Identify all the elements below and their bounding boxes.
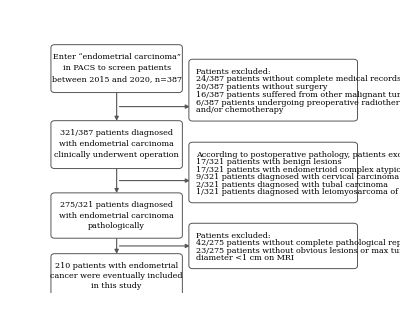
Text: Patients excluded:: Patients excluded: (196, 232, 271, 240)
Text: According to postoperative pathology, patients excluded:: According to postoperative pathology, pa… (196, 151, 400, 159)
Text: 210 patients with endometrial: 210 patients with endometrial (55, 262, 178, 270)
Text: Enter “endometrial carcinoma”: Enter “endometrial carcinoma” (53, 53, 180, 62)
Text: 321/387 patients diagnosed: 321/387 patients diagnosed (60, 129, 173, 138)
Text: diameter <1 cm on MRI: diameter <1 cm on MRI (196, 254, 294, 262)
Text: clinically underwent operation: clinically underwent operation (54, 151, 179, 159)
Text: in PACS to screen patients: in PACS to screen patients (62, 64, 171, 72)
FancyBboxPatch shape (51, 254, 182, 299)
Text: 20/387 patients without surgery: 20/387 patients without surgery (196, 83, 328, 91)
Text: 17/321 patients with benign lesions: 17/321 patients with benign lesions (196, 158, 342, 166)
Text: between 2015 and 2020, n=387: between 2015 and 2020, n=387 (52, 75, 182, 83)
FancyBboxPatch shape (51, 121, 182, 168)
Text: 16/387 patients suffered from other malignant tumors: 16/387 patients suffered from other mali… (196, 91, 400, 99)
FancyBboxPatch shape (189, 223, 358, 268)
FancyBboxPatch shape (189, 142, 358, 203)
Text: 24/387 patients without complete medical records: 24/387 patients without complete medical… (196, 75, 400, 83)
Text: 23/275 patients without obvious lesions or max tumor: 23/275 patients without obvious lesions … (196, 247, 400, 255)
Text: 275/321 patients diagnosed: 275/321 patients diagnosed (60, 201, 173, 210)
FancyBboxPatch shape (51, 193, 182, 238)
Text: 9/321 patients diagnosed with cervical carcinoma: 9/321 patients diagnosed with cervical c… (196, 173, 400, 181)
Text: 17/321 patients with endometrioid complex atypical hyperplasia: 17/321 patients with endometrioid comple… (196, 166, 400, 174)
Text: pathologically: pathologically (88, 221, 145, 230)
Text: and/or chemotherapy: and/or chemotherapy (196, 107, 284, 114)
Text: with endometrial carcinoma: with endometrial carcinoma (59, 212, 174, 219)
Text: in this study: in this study (92, 282, 142, 291)
Text: Patients excluded:: Patients excluded: (196, 68, 271, 76)
Text: 42/275 patients without complete pathological reports: 42/275 patients without complete patholo… (196, 239, 400, 247)
Text: 1/321 patients diagnosed with leiomyosarcoma of uterus: 1/321 patients diagnosed with leiomyosar… (196, 188, 400, 196)
Text: with endometrial carcinoma: with endometrial carcinoma (59, 140, 174, 148)
Text: 2/321 patients diagnosed with tubal carcinoma: 2/321 patients diagnosed with tubal carc… (196, 181, 388, 189)
FancyBboxPatch shape (51, 45, 182, 92)
Text: cancer were eventually included: cancer were eventually included (50, 272, 183, 280)
FancyBboxPatch shape (189, 59, 358, 121)
Text: 6/387 patients undergoing preoperative radiotherapy: 6/387 patients undergoing preoperative r… (196, 99, 400, 107)
